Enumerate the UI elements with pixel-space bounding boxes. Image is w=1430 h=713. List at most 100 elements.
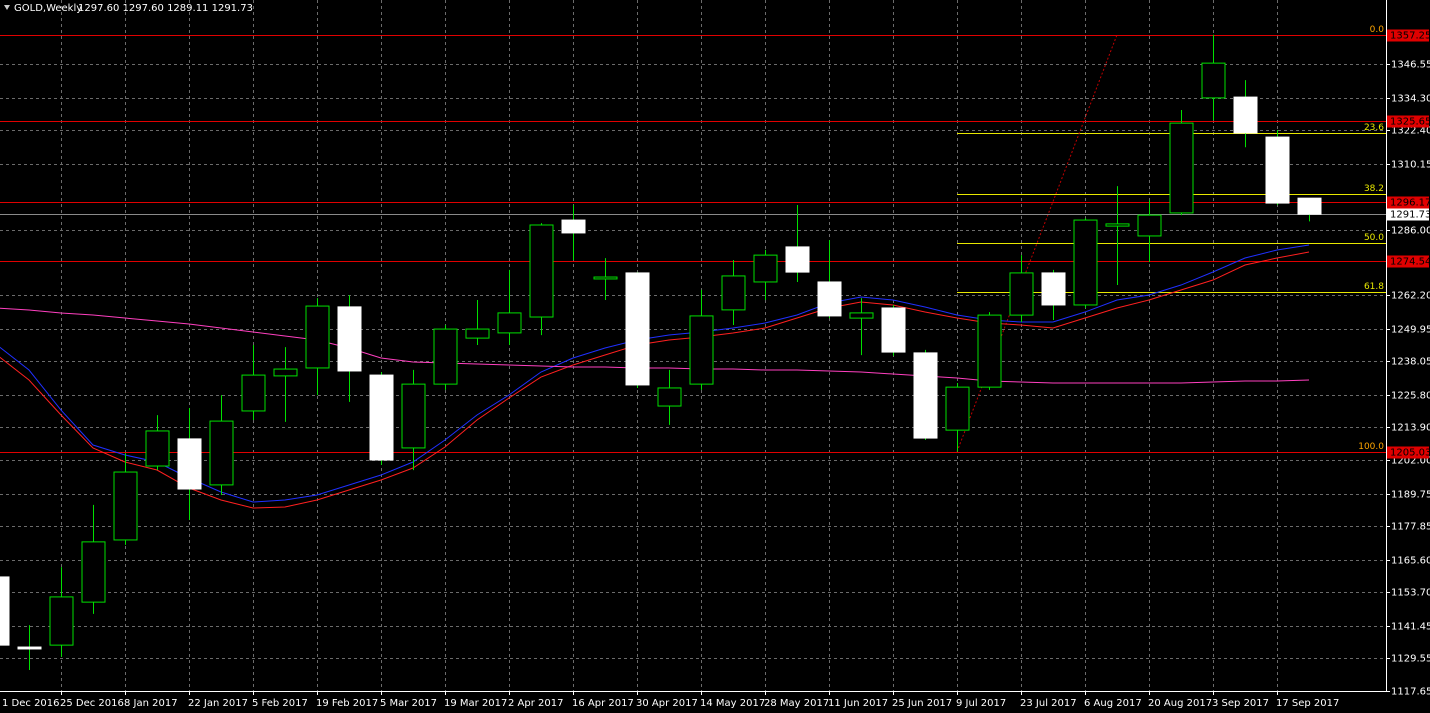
candle-body <box>561 219 586 234</box>
y-tick-label: 1141.45 <box>1391 622 1430 633</box>
candle-body <box>977 314 1002 388</box>
y-tick-label: 1153.70 <box>1391 588 1430 599</box>
candle-body <box>17 646 42 650</box>
fib-label: 38.2 <box>1364 184 1384 194</box>
moving-average <box>0 244 1310 503</box>
candle-body <box>305 305 330 369</box>
candle-body <box>657 387 682 407</box>
candle-body <box>945 386 970 431</box>
candle-body <box>465 328 490 339</box>
candle-body <box>817 281 842 317</box>
fib-label: 100.0 <box>1358 442 1384 452</box>
y-tick-label: 1213.90 <box>1391 423 1430 434</box>
y-tick-label: 1238.05 <box>1391 357 1430 368</box>
x-tick-label: 3 Sep 2017 <box>1212 698 1269 709</box>
y-tick-label: 1334.30 <box>1391 94 1430 105</box>
level-label-box <box>1387 446 1429 459</box>
level-label-box <box>1387 255 1429 268</box>
level-label: 1274.54 <box>1390 257 1430 268</box>
candle-body <box>881 307 906 353</box>
x-tick-label: 30 Apr 2017 <box>636 698 698 709</box>
candle-body <box>1041 272 1066 306</box>
chart-subtitle: 1297.60 1297.60 1289.11 1291.73 <box>78 3 253 14</box>
candle-body <box>913 352 938 439</box>
y-tick-label: 1189.75 <box>1391 490 1430 501</box>
level-label: 1205.03 <box>1390 448 1430 459</box>
x-tick-label: 25 Dec 2016 <box>60 698 124 709</box>
plot-area: 0.0 23.6 38.2 50.0 61.8 100.0 <box>0 0 1386 691</box>
candle-body <box>1265 136 1290 204</box>
x-tick-label: 5 Mar 2017 <box>380 698 437 709</box>
x-tick-label: 19 Feb 2017 <box>316 698 378 709</box>
candle-body <box>369 374 394 461</box>
y-tick-label: 1117.65 <box>1391 687 1430 698</box>
candle-body <box>849 312 874 319</box>
candle-body <box>401 383 426 449</box>
candle-body <box>529 224 554 318</box>
y-tick-label: 1346.55 <box>1391 60 1430 71</box>
fib-label: 23.6 <box>1364 123 1384 133</box>
y-tick-label: 1165.60 <box>1391 556 1430 567</box>
candle-body <box>241 374 266 412</box>
last-price-box <box>1387 208 1429 221</box>
x-tick-label: 14 May 2017 <box>700 698 765 709</box>
x-tick-label: 6 Aug 2017 <box>1084 698 1142 709</box>
candle-body <box>0 576 10 646</box>
level-label-box <box>1387 29 1429 42</box>
candle-body <box>337 306 362 372</box>
candle-body <box>49 596 74 646</box>
candle-body <box>81 541 106 603</box>
x-tick-label: 2 Apr 2017 <box>508 698 563 709</box>
y-tick-label: 1310.15 <box>1391 160 1430 171</box>
trendline <box>956 34 1118 452</box>
level-label: 1325.65 <box>1390 117 1430 128</box>
x-tick-label: 22 Jan 2017 <box>188 698 248 709</box>
candle-body <box>145 430 170 467</box>
y-tick-label: 1177.85 <box>1391 522 1430 533</box>
header-icon <box>4 5 10 10</box>
fib-label: 50.0 <box>1364 233 1384 243</box>
candle-body <box>689 315 714 385</box>
x-tick-label: 17 Sep 2017 <box>1276 698 1339 709</box>
fib-label: 0.0 <box>1370 25 1385 35</box>
candle-body <box>753 254 778 283</box>
x-tick-label: 1 Dec 2016 <box>2 698 60 709</box>
level-label: 1296.17 <box>1390 198 1430 209</box>
candle-body <box>497 312 522 334</box>
candle-body <box>113 471 138 541</box>
candle-body <box>209 420 234 486</box>
level-label: 1357.25 <box>1390 31 1430 42</box>
chart-title: GOLD,Weekly <box>14 3 82 14</box>
moving-average <box>0 251 1310 509</box>
moving-average <box>0 307 1310 384</box>
y-tick-label: 1262.20 <box>1391 291 1430 302</box>
candle-body <box>177 438 202 490</box>
candle-body <box>1073 219 1098 306</box>
x-tick-label: 23 Jul 2017 <box>1020 698 1077 709</box>
x-tick-label: 25 Jun 2017 <box>892 698 952 709</box>
candle-body <box>1201 62 1226 99</box>
x-tick-label: 19 Mar 2017 <box>444 698 507 709</box>
y-tick-label: 1322.40 <box>1391 126 1430 137</box>
last-price-label: 1291.73 <box>1390 210 1430 221</box>
level-label-box <box>1387 196 1429 209</box>
x-tick-label: 11 Jun 2017 <box>828 698 888 709</box>
x-tick-label: 16 Apr 2017 <box>572 698 634 709</box>
candle-body <box>273 368 298 377</box>
x-tick-label: 5 Feb 2017 <box>252 698 308 709</box>
candle-body <box>721 275 746 311</box>
candle-body <box>593 276 618 280</box>
candle-body <box>785 246 810 273</box>
candle-body <box>1137 214 1162 237</box>
candle-body <box>1009 272 1034 316</box>
x-tick-label: 8 Jan 2017 <box>124 698 178 709</box>
x-tick-label: 9 Jul 2017 <box>956 698 1006 709</box>
x-tick-label: 20 Aug 2017 <box>1148 698 1212 709</box>
candle-body <box>625 272 650 386</box>
y-tick-label: 1129.55 <box>1391 654 1430 665</box>
level-label-box <box>1387 115 1429 128</box>
candle-body <box>1169 122 1194 214</box>
candle-body <box>1297 197 1322 215</box>
y-tick-label: 1202.00 <box>1391 456 1430 467</box>
